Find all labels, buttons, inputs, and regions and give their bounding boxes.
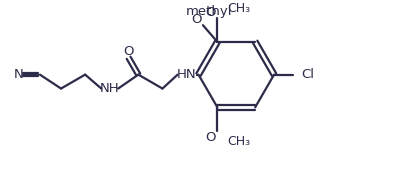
Text: O: O xyxy=(123,45,134,58)
Text: N: N xyxy=(14,68,24,81)
Text: O: O xyxy=(192,13,202,26)
Text: Cl: Cl xyxy=(301,68,314,81)
Text: NH: NH xyxy=(100,82,119,95)
Text: O: O xyxy=(205,131,215,144)
Text: O: O xyxy=(205,6,215,19)
Text: methyl: methyl xyxy=(185,5,232,18)
Text: HN: HN xyxy=(177,68,196,81)
Text: CH₃: CH₃ xyxy=(227,135,250,148)
Text: CH₃: CH₃ xyxy=(227,2,250,15)
